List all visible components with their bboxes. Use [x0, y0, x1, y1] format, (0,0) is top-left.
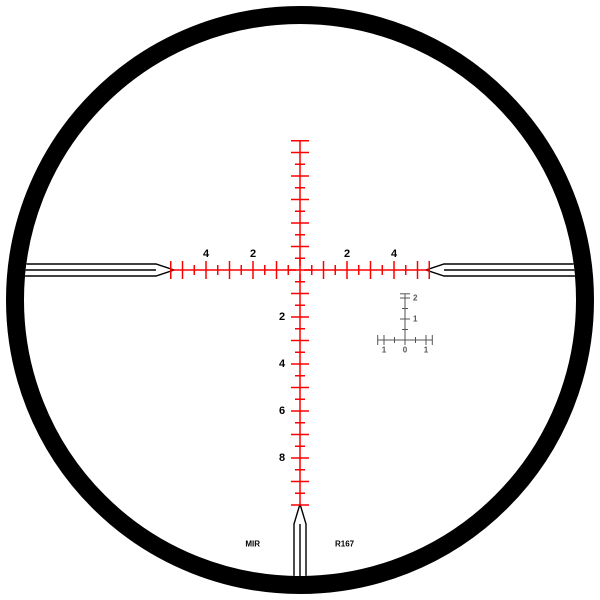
h-axis-label: 4 — [203, 248, 210, 260]
rf-h-label: 1 — [382, 346, 387, 355]
rf-h-label: 1 — [424, 346, 429, 355]
footer-right-label: R167 — [335, 540, 355, 549]
v-axis-label: 4 — [279, 358, 286, 370]
rf-v-label: 2 — [413, 294, 418, 303]
v-axis-label: 2 — [279, 311, 285, 323]
h-axis-label: 4 — [391, 248, 398, 260]
footer-left-label: MIR — [245, 540, 260, 549]
scope-reticle-diagram: 4 2 2 4 2 4 6 8 1 2 1 0 1 MIR R167 — [0, 0, 600, 600]
rf-h-label: 0 — [403, 346, 408, 355]
rf-v-label: 1 — [413, 315, 418, 324]
h-axis-label: 2 — [344, 248, 350, 260]
h-axis-label: 2 — [250, 248, 256, 260]
v-axis-label: 6 — [279, 405, 285, 417]
v-axis-label: 8 — [279, 452, 285, 464]
